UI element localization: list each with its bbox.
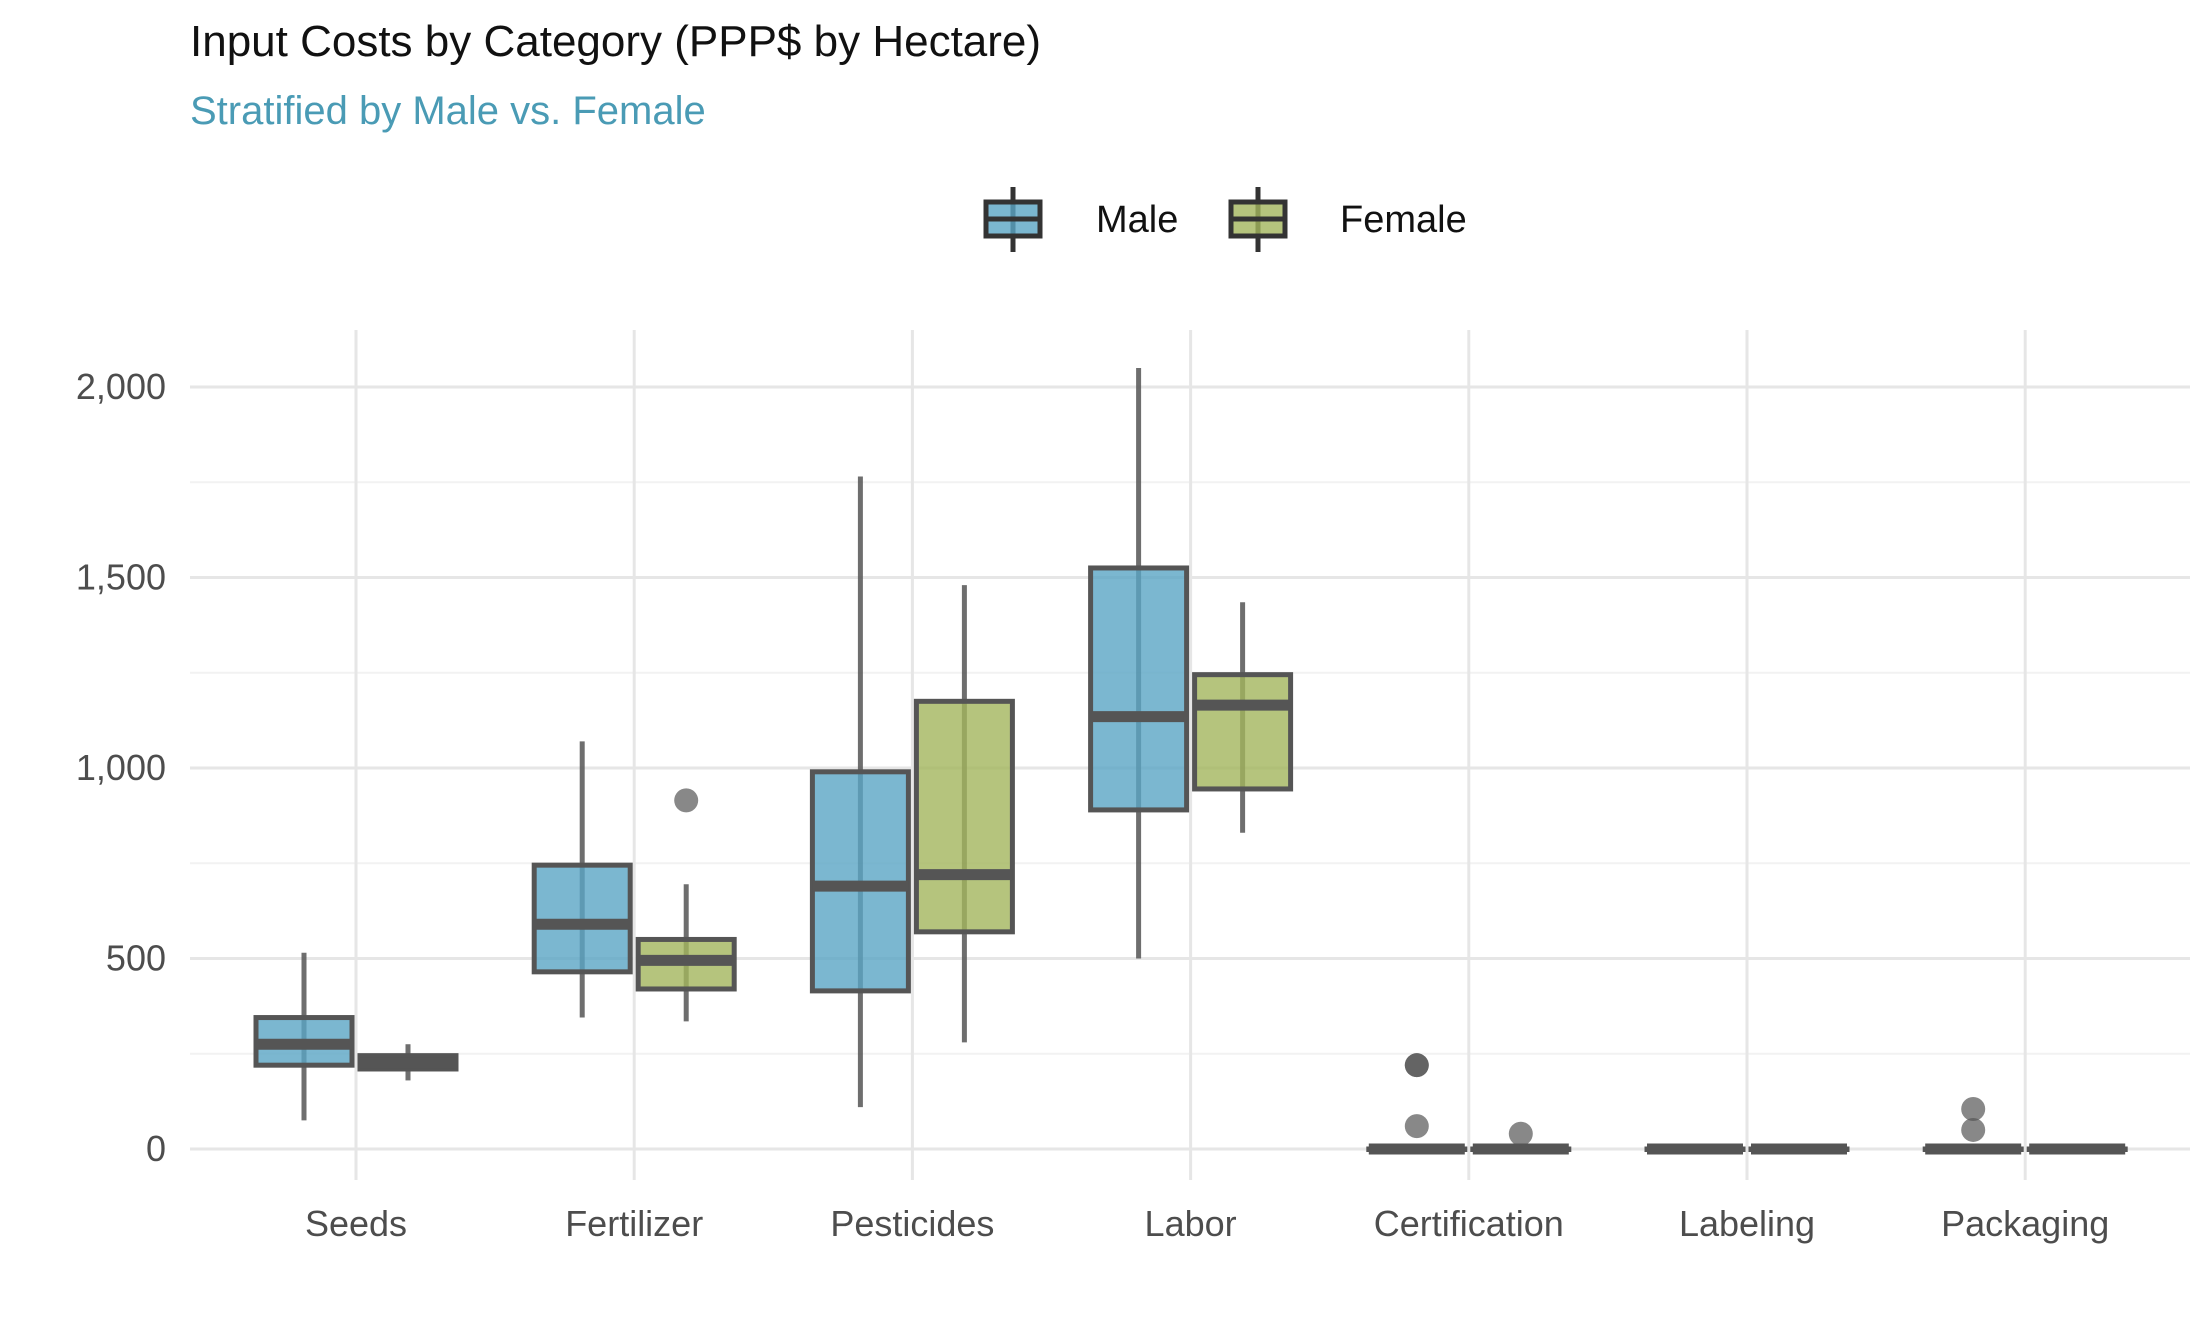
legend-label: Male <box>1096 199 1178 241</box>
chart-subtitle: Stratified by Male vs. Female <box>190 89 706 133</box>
chart-title: Input Costs by Category (PPP$ by Hectare… <box>190 17 1041 66</box>
grid <box>190 330 2190 1180</box>
outlier-point <box>1404 1114 1429 1139</box>
box-male-packaging <box>1922 1096 2024 1155</box>
box-female-pesticides <box>913 585 1015 1043</box>
box-female-labor <box>1192 602 1294 833</box>
box-iqr <box>913 698 1015 935</box>
box-iqr <box>1192 672 1294 792</box>
outlier-point <box>674 788 699 813</box>
box-female-seeds <box>357 1044 459 1081</box>
legend-item-female: Female <box>1228 187 1467 252</box>
y-tick-label: 2,000 <box>76 366 166 407</box>
box-iqr <box>531 862 633 975</box>
box-female-fertilizer <box>635 788 737 1022</box>
x-tick-label: Labor <box>1145 1203 1237 1244</box>
outlier-point <box>1961 1096 1986 1121</box>
legend-label: Female <box>1340 199 1467 241</box>
box-male-labor <box>1088 367 1190 959</box>
box-male-certification <box>1366 1053 1468 1155</box>
box-female-packaging <box>2026 1143 2128 1155</box>
outlier-point <box>1508 1121 1533 1146</box>
box-male-labeling <box>1644 1143 1746 1155</box>
y-tick-label: 1,000 <box>76 747 166 788</box>
box-male-seeds <box>253 952 355 1121</box>
y-tick-label: 1,500 <box>76 557 166 598</box>
box-female-certification <box>1470 1121 1572 1155</box>
y-axis-ticks: 0 500 1,000 1,500 2,000 <box>76 366 166 1169</box>
x-tick-label: Packaging <box>1941 1203 2109 1244</box>
box-female-labeling <box>1748 1143 1850 1155</box>
x-tick-label: Pesticides <box>830 1203 994 1244</box>
y-tick-label: 500 <box>106 938 166 979</box>
x-tick-label: Labeling <box>1679 1203 1815 1244</box>
x-tick-label: Seeds <box>305 1203 407 1244</box>
plot-area <box>253 367 2128 1155</box>
box-iqr <box>1088 565 1190 813</box>
legend-item-male: Male <box>983 187 1178 252</box>
x-tick-label: Fertilizer <box>565 1203 703 1244</box>
box-male-fertilizer <box>531 741 633 1018</box>
legend: Male Female <box>983 187 1467 252</box>
x-tick-label: Certification <box>1374 1203 1564 1244</box>
y-tick-label: 0 <box>146 1128 166 1169</box>
outlier-point <box>1961 1117 1986 1142</box>
box-male-pesticides <box>809 476 911 1108</box>
outlier-point <box>1404 1053 1429 1078</box>
x-axis-ticks: Seeds Fertilizer Pesticides Labor Certificat… <box>305 1203 2109 1244</box>
